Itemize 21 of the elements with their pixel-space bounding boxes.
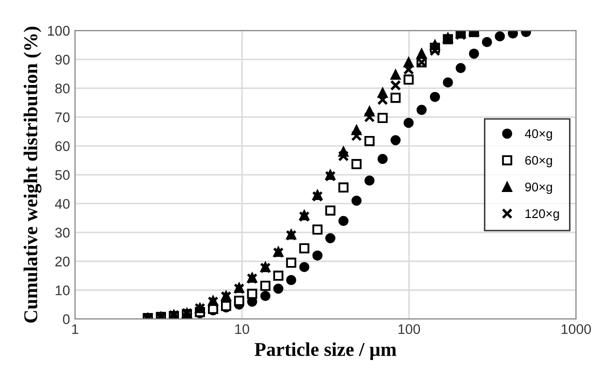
legend-label: 60×g: [525, 156, 552, 168]
x-tick-label: 100: [398, 324, 420, 334]
x-tick-label: 10: [235, 324, 250, 334]
y-tick-label: 0: [62, 314, 70, 324]
y-tick-label: 80: [55, 84, 70, 94]
y-tick-label: 60: [55, 141, 70, 152]
y-tick-label: 70: [55, 112, 70, 122]
y-tick-label: 40: [55, 198, 70, 209]
x-tick-label: 1000: [562, 324, 591, 334]
y-tick-label: 90: [55, 54, 70, 65]
y-tick-label: 10: [56, 285, 70, 296]
legend-label: 40×g: [524, 129, 552, 141]
y-tick-label: 30: [55, 228, 70, 238]
y-tick-label: 20: [55, 256, 70, 266]
y-tick-label: 100: [48, 26, 70, 36]
legend-label: 120×g: [526, 209, 559, 221]
x-axis-title: Particle size / µm: [254, 342, 396, 360]
y-axis-title: Cumulative weight distribution (%): [24, 26, 42, 323]
legend-label: 90×g: [525, 182, 552, 194]
y-tick-label: 50: [55, 170, 70, 180]
x-tick-label: 1: [72, 324, 78, 334]
